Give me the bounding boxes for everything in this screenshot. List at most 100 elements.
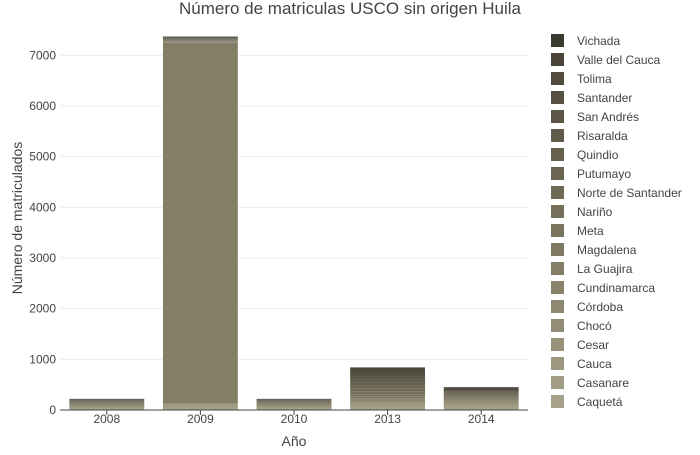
bar-segment: [350, 373, 426, 377]
legend-item[interactable]: Putumayo: [551, 167, 631, 181]
bar-segment: [69, 403, 145, 405]
bar-segment: [69, 402, 145, 404]
legend-swatch: [551, 376, 564, 389]
legend-item[interactable]: Magdalena: [551, 243, 637, 257]
legend-swatch: [551, 34, 564, 47]
legend-item[interactable]: Cesar: [551, 338, 609, 352]
bar-segment: [162, 404, 238, 406]
bar-segment: [350, 391, 426, 395]
legend-item[interactable]: La Guajira: [551, 262, 633, 276]
legend-swatch: [551, 262, 564, 275]
bar-segment: [350, 394, 426, 397]
legend-swatch: [551, 395, 564, 408]
bar-segment: [443, 401, 519, 403]
legend-item[interactable]: Risaralda: [551, 129, 628, 143]
legend-swatch: [551, 243, 564, 256]
legend-item[interactable]: Meta: [551, 224, 604, 238]
bar-segment: [350, 370, 426, 374]
legend-label: Quindio: [577, 148, 619, 162]
bar-segment: [69, 404, 145, 405]
legend-swatch: [551, 281, 564, 294]
legend-label: Meta: [577, 224, 604, 238]
bar-segment: [162, 403, 238, 405]
legend-item[interactable]: Córdoba: [551, 300, 623, 314]
x-tick-label: 2008: [93, 412, 120, 426]
bar-segment: [350, 399, 426, 402]
bar-segment: [443, 392, 519, 394]
legend-swatch: [551, 53, 564, 66]
bar-segment: [350, 407, 426, 410]
chart-title: Número de matriculas USCO sin origen Hui…: [179, 0, 522, 18]
bar-segment: [69, 398, 145, 400]
bar-segment: [443, 393, 519, 395]
bar-segment: [443, 391, 519, 393]
bar-segment: [443, 394, 519, 396]
bars: [69, 36, 519, 410]
bar-segment: [256, 398, 332, 400]
bar-segment: [162, 42, 238, 43]
legend-item[interactable]: Nariño: [551, 205, 613, 219]
legend-item[interactable]: Valle del Cauca: [551, 53, 660, 67]
bar-segment: [162, 40, 238, 42]
legend-item[interactable]: Cundinamarca: [551, 281, 655, 295]
bar-segment: [162, 38, 238, 39]
bar-segment: [350, 376, 426, 380]
bar-segment: [162, 41, 238, 42]
legend-swatch: [551, 205, 564, 218]
bar-segment: [443, 388, 519, 391]
bar-segment: [350, 382, 426, 386]
bar-segment: [443, 396, 519, 398]
legend-label: Casanare: [577, 376, 629, 390]
legend-item[interactable]: Caquetá: [551, 395, 623, 409]
legend-label: Norte de Santander: [577, 186, 682, 200]
x-tick-label: 2014: [468, 412, 495, 426]
legend-item[interactable]: San Andrés: [551, 110, 639, 124]
bar-segment: [443, 403, 519, 405]
legend-item[interactable]: Tolima: [551, 72, 612, 86]
bar-segment: [162, 407, 238, 410]
legend-item[interactable]: Quindio: [551, 148, 619, 162]
bar-segment: [162, 39, 238, 40]
bar-segment: [69, 401, 145, 403]
bar-segment: [256, 403, 332, 404]
bar-segment: [256, 404, 332, 406]
legend-item[interactable]: Cauca: [551, 357, 612, 371]
bar-segment: [350, 396, 426, 399]
bar-segment: [69, 406, 145, 408]
legend-item[interactable]: Chocó: [551, 319, 612, 333]
bar-segment: [162, 40, 238, 41]
bar-segment: [256, 406, 332, 407]
bar-segment: [162, 37, 238, 39]
bar-segment: [256, 401, 332, 402]
legend-label: Córdoba: [577, 300, 623, 314]
bar-segment: [256, 402, 332, 403]
legend-item[interactable]: Vichada: [551, 34, 620, 48]
bar-segment: [162, 36, 238, 38]
bar-segment: [350, 398, 426, 400]
bar-segment: [256, 402, 332, 404]
bar-segment: [256, 401, 332, 403]
legend-item[interactable]: Norte de Santander: [551, 186, 682, 200]
legend-item[interactable]: Santander: [551, 91, 632, 105]
legend-label: Cundinamarca: [577, 281, 655, 295]
legend-label: Tolima: [577, 72, 612, 86]
bar-segment: [350, 404, 426, 407]
y-tick-label: 1000: [29, 352, 56, 366]
bar-segment: [69, 400, 145, 402]
legend-label: Cauca: [577, 357, 612, 371]
legend-item[interactable]: Casanare: [551, 376, 629, 390]
legend-swatch: [551, 357, 564, 370]
bar-segment: [256, 407, 332, 408]
bar-segment: [443, 398, 519, 400]
y-tick-label: 0: [49, 403, 56, 417]
legend-label: Nariño: [577, 205, 613, 219]
bar-segment: [443, 406, 519, 408]
bar-segment: [350, 379, 426, 383]
bar-segment: [162, 404, 238, 405]
legend-label: Chocó: [577, 319, 612, 333]
bar-segment: [69, 408, 145, 410]
bar-segment: [256, 406, 332, 408]
legend-swatch: [551, 72, 564, 85]
y-tick-label: 4000: [29, 200, 56, 214]
